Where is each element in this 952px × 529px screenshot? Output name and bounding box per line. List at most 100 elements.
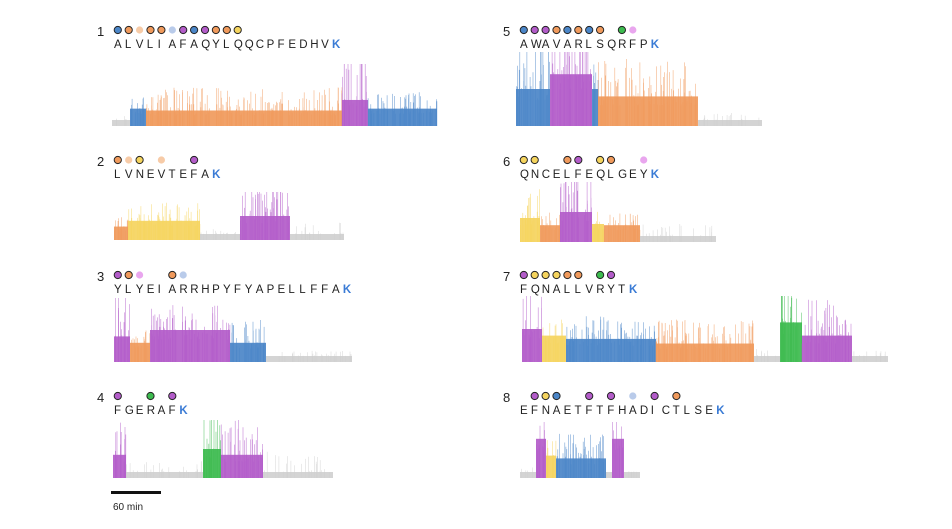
sequence-residue: Q bbox=[607, 39, 616, 51]
sequence-residue: L bbox=[147, 39, 154, 51]
residue-marker bbox=[519, 155, 528, 165]
sequence-residue: Y bbox=[212, 39, 220, 51]
sequence-residue: W bbox=[531, 39, 542, 51]
sequence-residue: F bbox=[531, 405, 539, 417]
sequence-residue: P bbox=[212, 284, 220, 296]
sequence-residue: R bbox=[190, 284, 199, 296]
sequence-residue: I bbox=[158, 39, 162, 51]
sequence-residue: V bbox=[125, 169, 133, 181]
residue-marker bbox=[574, 270, 583, 280]
residue-marker bbox=[541, 25, 550, 35]
panel-index: 5 bbox=[503, 24, 510, 39]
trace-spikes-purple bbox=[115, 298, 130, 362]
sequence-residue: A bbox=[190, 39, 198, 51]
sequence-residue: K bbox=[212, 169, 221, 181]
sequence-residue: Q bbox=[201, 39, 210, 51]
trace-segment-yellow bbox=[546, 455, 556, 478]
residue-marker bbox=[146, 25, 155, 35]
trace-segment-gray bbox=[126, 472, 203, 478]
sequence-residue: L bbox=[575, 284, 582, 296]
sequence-residue: L bbox=[684, 405, 691, 417]
panel-6: 6Q N C E L F E Q L G E Y K bbox=[503, 154, 716, 242]
sequence-residue: S bbox=[694, 405, 702, 417]
trace-spikes-yellow bbox=[128, 202, 201, 240]
sequence-residue: A bbox=[564, 39, 572, 51]
trace-spikes-gray bbox=[278, 350, 352, 362]
trace-segment-gray bbox=[200, 234, 240, 240]
sequence-residue: A bbox=[553, 405, 561, 417]
sequence-residue: F bbox=[629, 39, 637, 51]
sequence-residue: G bbox=[618, 169, 627, 181]
sequence-residue: D bbox=[640, 405, 649, 417]
trace-spikes-purple bbox=[220, 420, 263, 478]
sequence-residue: L bbox=[223, 39, 230, 51]
residue-marker bbox=[168, 391, 177, 401]
residue-marker bbox=[168, 270, 177, 280]
trace-spikes-gray bbox=[200, 229, 240, 240]
sequence-residue: A bbox=[158, 405, 166, 417]
residue-marker bbox=[596, 155, 605, 165]
residue-marker bbox=[113, 391, 122, 401]
residue-marker bbox=[519, 270, 528, 280]
sequence-residue: Y bbox=[114, 284, 122, 296]
sequence-residue: T bbox=[169, 169, 177, 181]
sequence-residue: L bbox=[585, 39, 592, 51]
residue-marker bbox=[135, 155, 144, 165]
sequence-residue: V bbox=[321, 39, 329, 51]
trace-spikes-gray bbox=[628, 471, 637, 478]
sequence-residue: T bbox=[673, 405, 681, 417]
sequence-residue: Q bbox=[245, 39, 254, 51]
trace-segment-gray bbox=[606, 472, 612, 478]
sequence-residue: P bbox=[267, 39, 275, 51]
trace-segment-gray bbox=[263, 472, 333, 478]
panel-1: 1A L V L I A F A Q Y L Q Q C P F E D H V K bbox=[97, 24, 438, 126]
trace-spikes-gray bbox=[264, 451, 331, 478]
sequence-residue: I bbox=[158, 284, 162, 296]
sequence-residue: Y bbox=[607, 284, 615, 296]
sequence-residue: L bbox=[125, 284, 132, 296]
trace-segment-gray bbox=[852, 356, 888, 362]
trace-spikes-yellow bbox=[520, 189, 540, 242]
trace-segment-gray bbox=[640, 236, 716, 242]
sequence-residue: A bbox=[520, 39, 528, 51]
trace-segment-gray bbox=[290, 234, 344, 240]
sequence-residue: L bbox=[607, 169, 614, 181]
sequence-residue: E bbox=[179, 169, 187, 181]
residue-marker bbox=[596, 25, 605, 35]
residue-marker bbox=[113, 270, 122, 280]
sequence-residue: L bbox=[288, 284, 295, 296]
residue-marker bbox=[563, 155, 572, 165]
panel-index: 1 bbox=[97, 24, 104, 39]
sequence-residue: H bbox=[201, 284, 210, 296]
sequence-residue: V bbox=[553, 39, 561, 51]
sequence-residue: L bbox=[114, 169, 121, 181]
sequence-residue: E bbox=[136, 405, 144, 417]
sequence-residue: L bbox=[299, 284, 306, 296]
sequence-residue: Q bbox=[520, 169, 529, 181]
residue-marker bbox=[146, 391, 155, 401]
trace-spikes-gray bbox=[699, 113, 760, 126]
sequence-residue: F bbox=[234, 284, 242, 296]
sequence-residue: E bbox=[564, 405, 572, 417]
residue-marker bbox=[113, 155, 122, 165]
residue-marker bbox=[563, 270, 572, 280]
residue-marker bbox=[222, 25, 231, 35]
panel-index: 8 bbox=[503, 390, 510, 405]
residue-marker bbox=[563, 25, 572, 35]
trace-spikes-purple bbox=[115, 422, 127, 478]
residue-marker bbox=[596, 270, 605, 280]
trace-spikes-purple bbox=[151, 305, 231, 362]
sequence-residue: F bbox=[190, 169, 198, 181]
panel-4: 4F G E R A F K bbox=[97, 390, 333, 478]
panel-7: 7F Q N A L L V R Y T K bbox=[503, 269, 888, 362]
scale-bar: 60 min bbox=[111, 491, 161, 513]
residue-marker bbox=[179, 25, 188, 35]
panel-index: 7 bbox=[503, 269, 510, 284]
trace-spikes-purple bbox=[240, 192, 289, 240]
residue-marker bbox=[552, 391, 561, 401]
residue-marker bbox=[552, 25, 561, 35]
residue-marker bbox=[629, 26, 637, 34]
sequence-residue: K bbox=[651, 39, 660, 51]
sequence-residue: N bbox=[542, 405, 551, 417]
panel-index: 4 bbox=[97, 390, 104, 405]
